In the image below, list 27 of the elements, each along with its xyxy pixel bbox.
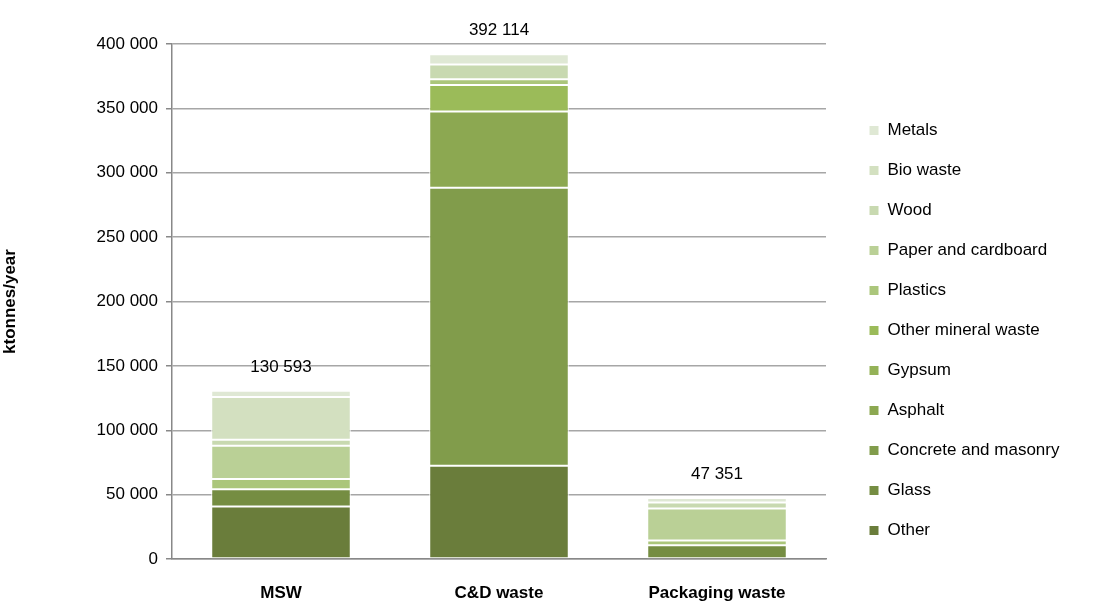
y-axis-title: ktonnes/year — [0, 248, 19, 354]
legend-label: Other mineral waste — [887, 320, 1040, 340]
y-tick-label: 50 000 — [106, 484, 158, 504]
legend-label: Concrete and masonry — [887, 440, 1060, 460]
y-tick-label: 300 000 — [96, 162, 158, 182]
x-tick-label: Packaging waste — [648, 582, 786, 602]
y-tick-label: 400 000 — [96, 33, 158, 53]
y-tick-label: 350 000 — [96, 98, 158, 118]
legend-label: Gypsum — [887, 360, 951, 380]
legend-label: Paper and cardboard — [887, 240, 1048, 260]
y-tick-label: 100 000 — [96, 419, 158, 439]
legend-label: Glass — [887, 480, 931, 500]
legend-label: Other — [887, 520, 931, 540]
y-tick-label: 250 000 — [96, 226, 158, 246]
legend-label: Metals — [887, 120, 938, 140]
legend-label: Wood — [887, 200, 932, 220]
total-label: 47 351 — [691, 463, 743, 483]
total-label: 392 114 — [468, 19, 530, 39]
legend-label: Asphalt — [887, 400, 945, 420]
y-tick-label: 200 000 — [96, 291, 158, 311]
y-tick-label: 0 — [148, 548, 158, 568]
total-label: 130 593 — [250, 356, 312, 376]
x-tick-label: MSW — [260, 582, 303, 602]
x-tick-label: C&D waste — [454, 582, 544, 602]
legend-label: Bio waste — [887, 160, 962, 180]
legend-label: Plastics — [887, 280, 947, 300]
y-tick-label: 150 000 — [96, 355, 158, 375]
